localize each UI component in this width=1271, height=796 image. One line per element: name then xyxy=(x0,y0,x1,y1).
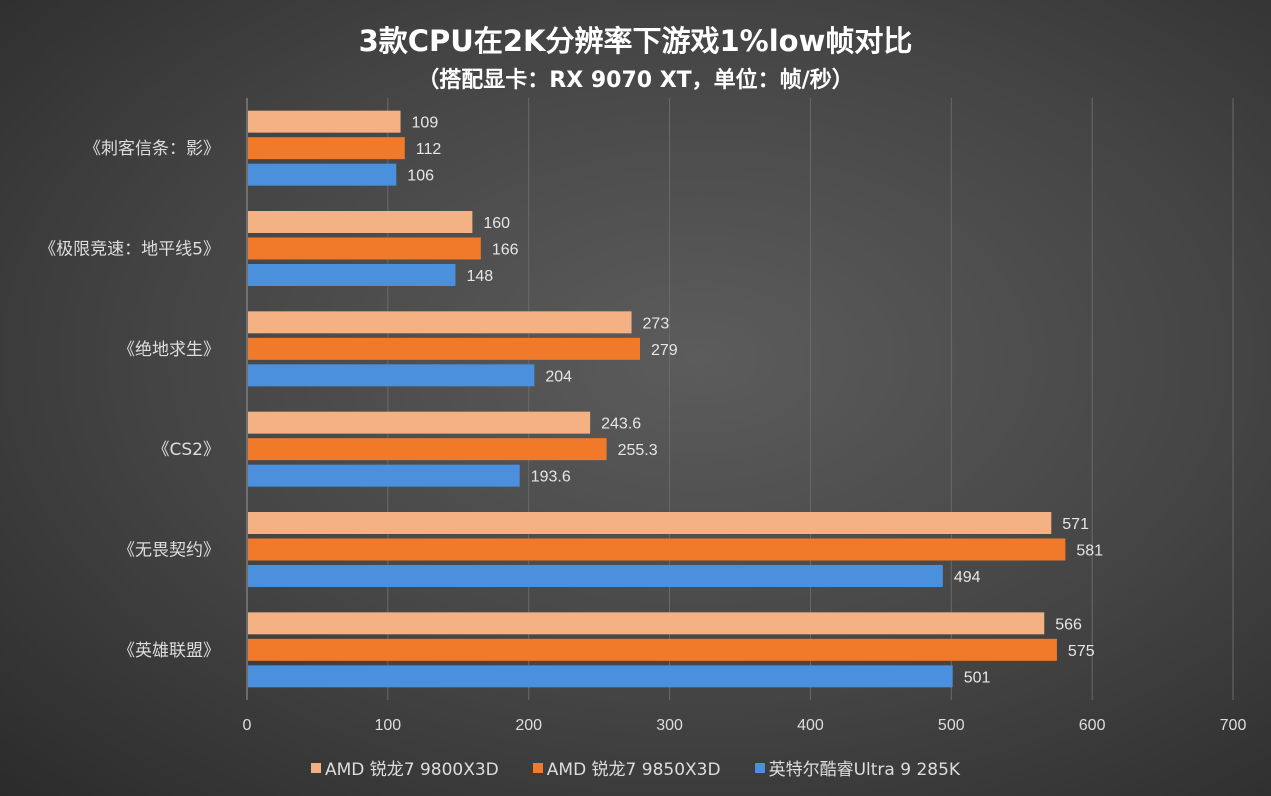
bar xyxy=(248,438,607,461)
bar xyxy=(248,264,456,286)
bar xyxy=(248,311,632,334)
legend-item: 英特尔酷睿Ultra 9 285K xyxy=(754,755,961,780)
x-tick-label: 300 xyxy=(656,717,683,734)
x-tick-label: 400 xyxy=(797,717,824,734)
data-label: 571 xyxy=(1062,516,1089,533)
bar xyxy=(248,211,473,233)
bar xyxy=(248,237,481,260)
legend-label: AMD 锐龙7 9800X3D xyxy=(324,760,499,780)
x-tick-label: 600 xyxy=(1079,717,1106,734)
data-label: 166 xyxy=(492,242,519,259)
category-label: 《绝地求生》 xyxy=(118,340,220,360)
x-tick-label: 500 xyxy=(938,717,965,734)
legend-label: 英特尔酷睿Ultra 9 285K xyxy=(768,760,961,780)
data-label: 566 xyxy=(1055,616,1082,633)
data-label: 575 xyxy=(1068,643,1095,660)
data-label: 255.3 xyxy=(618,442,658,459)
x-tick-label: 700 xyxy=(1220,717,1247,734)
category-label: 《刺客信条：影》 xyxy=(84,139,220,159)
bar xyxy=(248,137,405,160)
data-label: 581 xyxy=(1076,543,1103,560)
data-label: 501 xyxy=(964,669,991,686)
category-label: 《CS2》 xyxy=(153,440,220,460)
bar xyxy=(248,464,520,487)
data-label: 494 xyxy=(954,569,981,586)
legend-swatch xyxy=(310,762,321,773)
bar xyxy=(248,665,953,688)
bar xyxy=(248,337,640,360)
data-label: 279 xyxy=(651,342,678,359)
chart-subtitle: （搭配显卡：RX 9070 XT，单位：帧/秒） xyxy=(417,68,854,93)
legend-swatch xyxy=(754,762,765,773)
category-label: 《无畏契约》 xyxy=(118,541,220,561)
data-label: 243.6 xyxy=(601,416,641,433)
x-tick-label: 100 xyxy=(375,717,402,734)
bar xyxy=(248,411,591,434)
data-label: 193.6 xyxy=(531,469,571,486)
data-label: 109 xyxy=(412,115,439,132)
data-label: 112 xyxy=(416,141,442,158)
bar xyxy=(248,364,535,387)
x-tick-label: 200 xyxy=(515,717,542,734)
data-label: 204 xyxy=(545,368,572,385)
legend-item: AMD 锐龙7 9800X3D xyxy=(310,755,499,780)
category-label: 《英雄联盟》 xyxy=(118,641,220,661)
data-label: 160 xyxy=(483,215,510,232)
legend: AMD 锐龙7 9800X3D AMD 锐龙7 9850X3D 英特尔酷睿Ult… xyxy=(0,755,1271,780)
bar xyxy=(248,110,401,133)
bar xyxy=(248,538,1066,561)
bar xyxy=(248,612,1045,635)
bar xyxy=(248,638,1057,661)
legend-item: AMD 锐龙7 9850X3D xyxy=(532,755,721,780)
data-label: 273 xyxy=(643,315,670,332)
legend-label: AMD 锐龙7 9850X3D xyxy=(546,760,721,780)
bar xyxy=(248,512,1052,534)
legend-swatch xyxy=(532,762,543,773)
bar xyxy=(248,163,397,186)
x-tick-label: 0 xyxy=(243,717,252,734)
data-label: 106 xyxy=(407,168,434,185)
category-label: 《极限竞速：地平线5》 xyxy=(39,240,220,260)
bar xyxy=(248,565,943,587)
data-label: 148 xyxy=(466,268,493,285)
chart-title: 3款CPU在2K分辨率下游戏1%low帧对比 xyxy=(358,24,913,58)
